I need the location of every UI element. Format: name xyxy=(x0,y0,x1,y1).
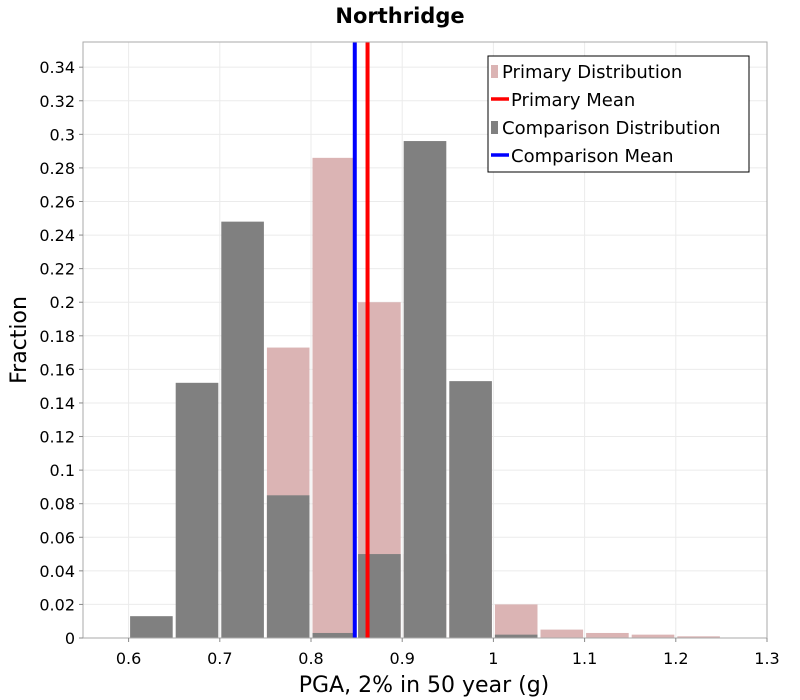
y-tick-label: 0.16 xyxy=(39,360,75,379)
x-axis-ticks: 0.6 0.7 0.8 0.9 1 1.1 1.2 1.3 xyxy=(116,638,780,668)
comparison-distribution-bar xyxy=(266,495,310,638)
comparison-distribution-bar xyxy=(130,616,173,638)
comparison-distribution-bar xyxy=(494,634,538,638)
y-tick-label: 0.3 xyxy=(50,125,75,144)
comparison-distribution-bar xyxy=(221,221,264,638)
x-axis-label: PGA, 2% in 50 year (g) xyxy=(299,673,550,698)
primary-distribution-bar xyxy=(312,157,356,638)
legend: Primary Distribution Primary Mean Compar… xyxy=(487,55,750,173)
legend-label-comparison-mean: Comparison Mean xyxy=(511,146,674,167)
legend-label-primary-mean: Primary Mean xyxy=(511,90,635,111)
y-tick-label: 0.34 xyxy=(39,58,75,77)
primary-distribution-bar xyxy=(677,636,720,638)
y-tick-label: 0.14 xyxy=(39,394,75,413)
comparison-distribution-bar xyxy=(358,554,401,638)
y-tick-label: 0.06 xyxy=(39,528,75,547)
comparison-distribution-bar xyxy=(312,632,356,638)
y-tick-label: 0 xyxy=(65,629,75,648)
y-tick-label: 0.18 xyxy=(39,327,75,346)
x-tick-label: 1.1 xyxy=(572,649,597,668)
legend-label-comparison-distribution: Comparison Distribution xyxy=(502,118,721,139)
x-tick-label: 0.7 xyxy=(207,649,232,668)
mean-lines xyxy=(352,42,370,638)
comparison-distribution-bar xyxy=(449,381,492,638)
y-tick-label: 0.1 xyxy=(50,461,75,480)
legend-box xyxy=(487,55,750,173)
y-tick-label: 0.08 xyxy=(39,495,75,514)
comparison-distribution-bar xyxy=(403,141,447,638)
chart-title: Northridge xyxy=(335,4,464,28)
x-tick-label: 1 xyxy=(488,649,498,668)
y-axis-label: Fraction xyxy=(7,296,32,384)
x-tick-label: 0.8 xyxy=(298,649,323,668)
y-tick-label: 0.24 xyxy=(39,226,75,245)
y-tick-label: 0.26 xyxy=(39,192,75,211)
x-tick-label: 0.6 xyxy=(116,649,141,668)
primary-distribution-bar xyxy=(586,632,629,638)
comparison-distribution-bars xyxy=(130,141,538,638)
y-tick-label: 0.04 xyxy=(39,562,75,581)
x-tick-label: 1.2 xyxy=(663,649,688,668)
x-tick-label: 1.3 xyxy=(754,649,779,668)
y-tick-label: 0.12 xyxy=(39,428,75,447)
primary-distribution-bar xyxy=(540,629,584,638)
y-tick-label: 0.28 xyxy=(39,159,75,178)
legend-swatch-comparison-distribution xyxy=(491,121,498,134)
y-tick-label: 0.22 xyxy=(39,260,75,279)
legend-label-primary-distribution: Primary Distribution xyxy=(502,62,682,83)
primary-distribution-bar xyxy=(494,604,538,638)
x-tick-label: 0.9 xyxy=(389,649,414,668)
y-tick-label: 0.32 xyxy=(39,92,75,111)
plot-area-frame xyxy=(82,41,768,639)
y-tick-label: 0.02 xyxy=(39,595,75,614)
comparison-distribution-bar xyxy=(175,382,219,638)
y-tick-label: 0.2 xyxy=(50,293,75,312)
y-axis-ticks: 0 0.02 0.04 0.06 0.08 0.1 0.12 0.14 0.16 0.18 0.2 0… xyxy=(39,58,83,648)
legend-swatch-primary-distribution xyxy=(491,65,498,78)
primary-distribution-bar xyxy=(631,634,675,638)
